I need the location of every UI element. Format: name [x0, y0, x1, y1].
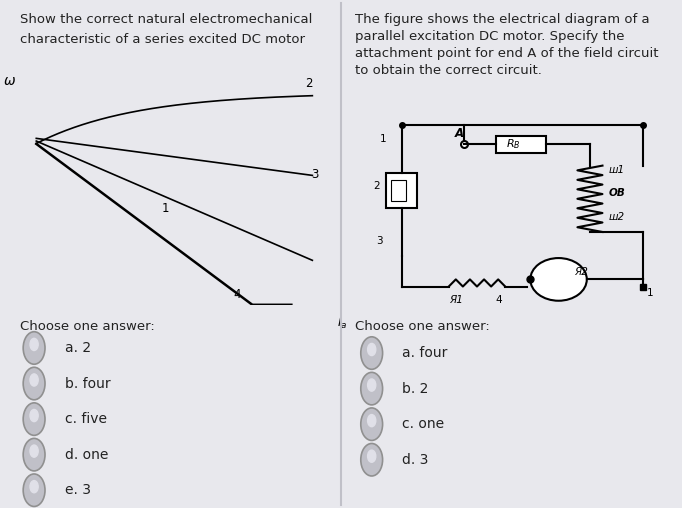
Text: 2: 2 — [306, 77, 313, 90]
Text: Show the correct natural electromechanical: Show the correct natural electromechanic… — [20, 13, 313, 26]
Bar — [386, 173, 417, 208]
Circle shape — [361, 372, 383, 405]
Text: 4: 4 — [233, 288, 241, 301]
Text: 3: 3 — [312, 168, 319, 181]
Text: Choose one answer:: Choose one answer: — [20, 320, 155, 333]
Bar — [391, 180, 406, 201]
Circle shape — [23, 332, 45, 364]
Circle shape — [30, 374, 38, 386]
Bar — [496, 136, 546, 152]
Circle shape — [30, 338, 38, 351]
Text: 1: 1 — [647, 288, 653, 298]
Circle shape — [531, 258, 587, 301]
Text: ОВ: ОВ — [609, 188, 625, 199]
Circle shape — [30, 481, 38, 493]
Circle shape — [30, 409, 38, 422]
Circle shape — [368, 379, 376, 391]
Text: ш1: ш1 — [609, 165, 625, 175]
Text: 3: 3 — [376, 236, 383, 246]
Circle shape — [368, 343, 376, 356]
Circle shape — [368, 415, 376, 427]
Text: Я2: Я2 — [574, 267, 588, 277]
Circle shape — [23, 474, 45, 506]
Text: c. five: c. five — [65, 412, 107, 426]
Text: a. four: a. four — [402, 346, 448, 360]
Text: 4: 4 — [496, 295, 503, 305]
Text: Choose one answer:: Choose one answer: — [355, 320, 490, 333]
Text: Я1: Я1 — [449, 295, 462, 305]
Circle shape — [361, 337, 383, 369]
Circle shape — [23, 438, 45, 471]
Circle shape — [361, 408, 383, 440]
Text: $I_a$: $I_a$ — [337, 316, 348, 331]
Text: 1: 1 — [162, 202, 170, 215]
Text: 1: 1 — [380, 134, 387, 144]
Circle shape — [361, 443, 383, 476]
Text: e. 3: e. 3 — [65, 483, 91, 497]
Circle shape — [23, 403, 45, 435]
Text: d. 3: d. 3 — [402, 453, 429, 467]
Text: d. one: d. one — [65, 448, 108, 462]
Text: ω: ω — [3, 74, 15, 88]
Text: A: A — [455, 127, 464, 140]
Text: The figure shows the electrical diagram of a
parallel excitation DC motor. Speci: The figure shows the electrical diagram … — [355, 13, 658, 77]
Text: b. 2: b. 2 — [402, 382, 429, 396]
Circle shape — [23, 367, 45, 400]
Circle shape — [368, 450, 376, 462]
Text: b. four: b. four — [65, 376, 110, 391]
Text: a. 2: a. 2 — [65, 341, 91, 355]
Text: ш2: ш2 — [609, 212, 625, 222]
Circle shape — [30, 445, 38, 457]
Text: $R_B$: $R_B$ — [506, 137, 520, 151]
Text: 2: 2 — [374, 181, 380, 192]
Text: c. one: c. one — [402, 417, 445, 431]
Text: characteristic of a series excited DC motor: characteristic of a series excited DC mo… — [20, 33, 306, 46]
